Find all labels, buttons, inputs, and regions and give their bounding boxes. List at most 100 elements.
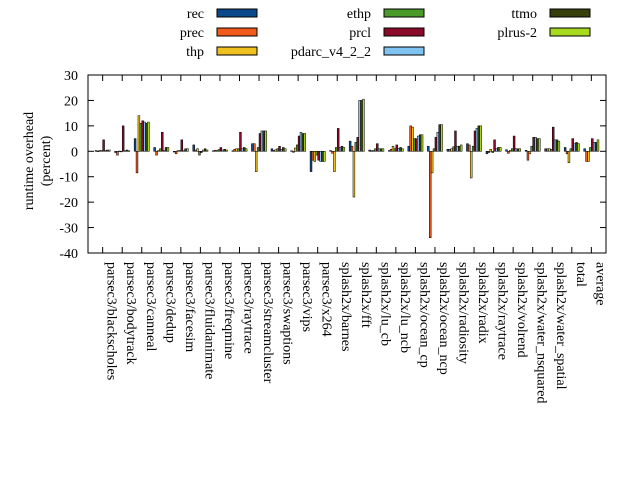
bar [536,138,539,152]
bar [473,130,477,152]
legend-swatch [383,46,425,56]
bar [388,150,391,152]
bar [94,150,98,152]
bar [493,139,496,152]
bar [407,145,410,152]
bar [311,151,315,161]
bar [104,150,107,152]
legend-entry: ethp [347,7,425,22]
bar [354,142,358,152]
bar [237,148,240,152]
bar [276,148,279,152]
bar [381,148,385,152]
bar [393,148,397,152]
bar [532,137,535,152]
bar [205,149,209,152]
bar [340,145,344,152]
bar [571,138,574,152]
bar [239,131,242,152]
bar [544,148,547,152]
bar [538,138,541,152]
bar [514,148,518,152]
bar [512,135,516,152]
x-tick-label: splash2x/water_nsquared [534,262,549,404]
bar [233,149,236,152]
legend: rec prec thp ethp prcl pdarc_v4_2_2 ttmo plrus-… [180,7,591,60]
legend-swatch [549,27,591,37]
x-tick-label: splash2x/barnes [338,262,353,351]
bar [485,151,489,155]
bar [260,130,264,152]
bar [596,139,600,152]
x-tick-label: splash2x/water_spatial [553,262,568,390]
bar [585,151,588,162]
bar [244,148,248,152]
x-tick-label: parsec3/fluidanimate [201,262,216,379]
bar [587,151,590,162]
bar [468,144,471,152]
bar [336,128,340,152]
bar [292,151,295,153]
bar [213,150,217,152]
bar [303,133,306,152]
bar [418,134,422,152]
bar [466,143,469,152]
bar [583,148,586,152]
bar [225,149,228,152]
bar [157,150,160,152]
bar [516,148,520,152]
bar [487,151,491,153]
x-tick-label: splash2x/radiosity [456,262,471,364]
bar [215,150,219,152]
bar [219,147,223,152]
bar [295,144,299,152]
bar [548,148,551,152]
bar [499,147,502,152]
bar [429,151,432,238]
bar [102,139,105,152]
bar [253,143,256,152]
x-tick-label: splash2x/lu_ncb [397,262,412,353]
bar [399,147,402,152]
bar [450,148,453,152]
bar [518,148,522,152]
bar [452,146,455,152]
bar [155,151,158,156]
bar [356,137,359,152]
x-tick-label: average [592,262,607,306]
bar [411,126,414,152]
bar [342,147,346,152]
y-tick-label: 20 [64,94,78,109]
bar [217,149,221,152]
bar [477,125,481,152]
bar [194,149,197,152]
bar [297,135,301,152]
bar [379,148,383,152]
bar [557,140,561,152]
bar [454,130,457,152]
bar [415,138,418,152]
bar [509,150,512,152]
y-axis-title-line: runtime overhead [22,112,37,210]
y-axis-title-line: (percent) [39,135,54,186]
bar [458,145,461,152]
x-tick-label: parsec3/x264 [319,262,334,337]
x-tick-label: parsec3/facesim [182,262,197,352]
bar [182,150,185,152]
bar [321,151,324,162]
bar [534,137,537,152]
bar [491,151,494,153]
legend-swatch [216,8,258,18]
bar [127,150,131,152]
bar [350,145,354,152]
bar [389,149,393,152]
bar [125,149,129,152]
y-tick-label: -10 [59,171,78,186]
x-tick-label: splash2x/fft [358,262,373,328]
bar [348,140,352,152]
legend-label: prec [180,26,204,41]
bar [123,150,127,152]
bar [459,144,463,152]
x-tick-label: parsec3/raytrace [240,262,255,354]
